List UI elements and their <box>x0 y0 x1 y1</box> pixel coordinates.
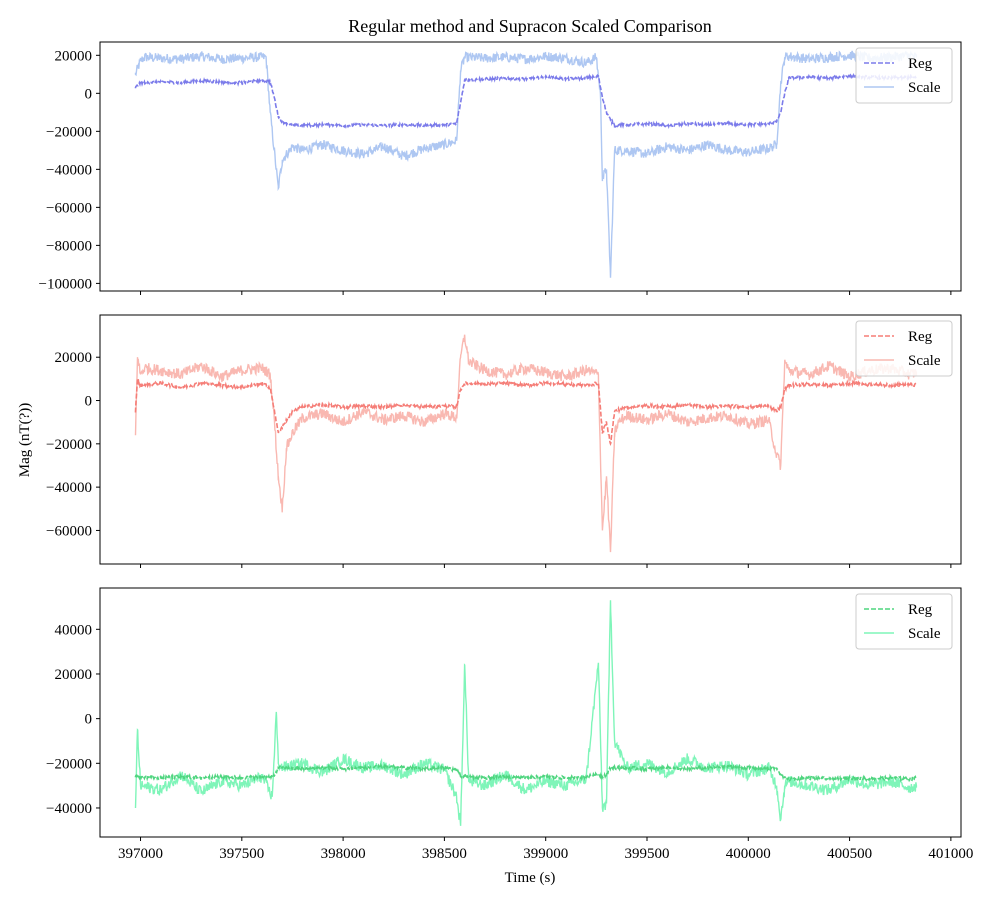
figure-title: Regular method and Supracon Scaled Compa… <box>348 16 711 36</box>
y-tick-label: −20000 <box>46 124 92 140</box>
x-tick-label: 399000 <box>523 846 568 862</box>
x-tick-label: 400000 <box>726 846 771 862</box>
legend-box <box>855 320 953 377</box>
axes-frame <box>99 587 962 838</box>
x-tick-label: 398000 <box>321 846 366 862</box>
series-reg-line <box>134 762 918 783</box>
y-axis-label: Mag (nT(?)) <box>17 403 33 478</box>
y-tick-label: −40000 <box>46 480 92 496</box>
legend: Reg Scale <box>855 320 953 377</box>
plot-area <box>134 50 918 278</box>
y-tick-label: −60000 <box>46 523 92 539</box>
plot-area <box>134 334 918 553</box>
y-tick-label: 20000 <box>55 667 93 683</box>
y-tick-label: −100000 <box>39 276 92 292</box>
y-tick-label: 0 <box>85 712 93 728</box>
y-tick-label: 20000 <box>55 48 93 64</box>
plot-area <box>134 600 918 826</box>
series-reg-line <box>134 377 918 447</box>
legend-label-scale: Scale <box>908 353 941 369</box>
legend-label-reg: Reg <box>908 329 933 345</box>
y-tick-label: −60000 <box>46 200 92 216</box>
axes-frame <box>99 41 962 292</box>
subplot-2: 20000 0 −20000 −40000 −60000 Reg Scale <box>46 314 962 568</box>
y-tick-label: −20000 <box>46 437 92 453</box>
y-tick-label: 0 <box>85 394 93 410</box>
axes-frame <box>99 314 962 565</box>
x-axis-label: Time (s) <box>505 870 556 886</box>
y-tick-label: 40000 <box>55 622 93 638</box>
x-tick-label: 398500 <box>422 846 467 862</box>
legend: Reg Scale <box>855 47 953 104</box>
legend-box <box>855 47 953 104</box>
legend-label-reg: Reg <box>908 602 933 618</box>
subplots: 20000 0 −20000 −40000 −60000 −80000 −100000 Reg… <box>39 41 973 862</box>
series-scale-line <box>134 50 918 278</box>
x-tick-label: 401000 <box>928 846 973 862</box>
y-tick-label: −80000 <box>46 238 92 254</box>
y-tick-label: −20000 <box>46 756 92 772</box>
x-tick-label: 400500 <box>827 846 872 862</box>
series-reg-line <box>134 71 917 130</box>
y-tick-label: 20000 <box>55 350 93 366</box>
subplot-1: 20000 0 −20000 −40000 −60000 −80000 −100000 Reg… <box>39 41 962 295</box>
legend-box <box>855 593 953 650</box>
subplot-3: 40000 20000 0 −20000 −40000 397000 397500 39800… <box>46 587 973 862</box>
legend-label-reg: Reg <box>908 56 933 72</box>
legend: Reg Scale <box>855 593 953 650</box>
x-tick-label: 399500 <box>624 846 669 862</box>
series-scale-line <box>134 334 918 553</box>
y-tick-label: 0 <box>85 86 93 102</box>
legend-label-scale: Scale <box>908 626 941 642</box>
y-tick-label: −40000 <box>46 162 92 178</box>
x-tick-label: 397500 <box>219 846 264 862</box>
y-tick-label: −40000 <box>46 801 92 817</box>
legend-label-scale: Scale <box>908 80 941 96</box>
x-tick-label: 397000 <box>118 846 163 862</box>
